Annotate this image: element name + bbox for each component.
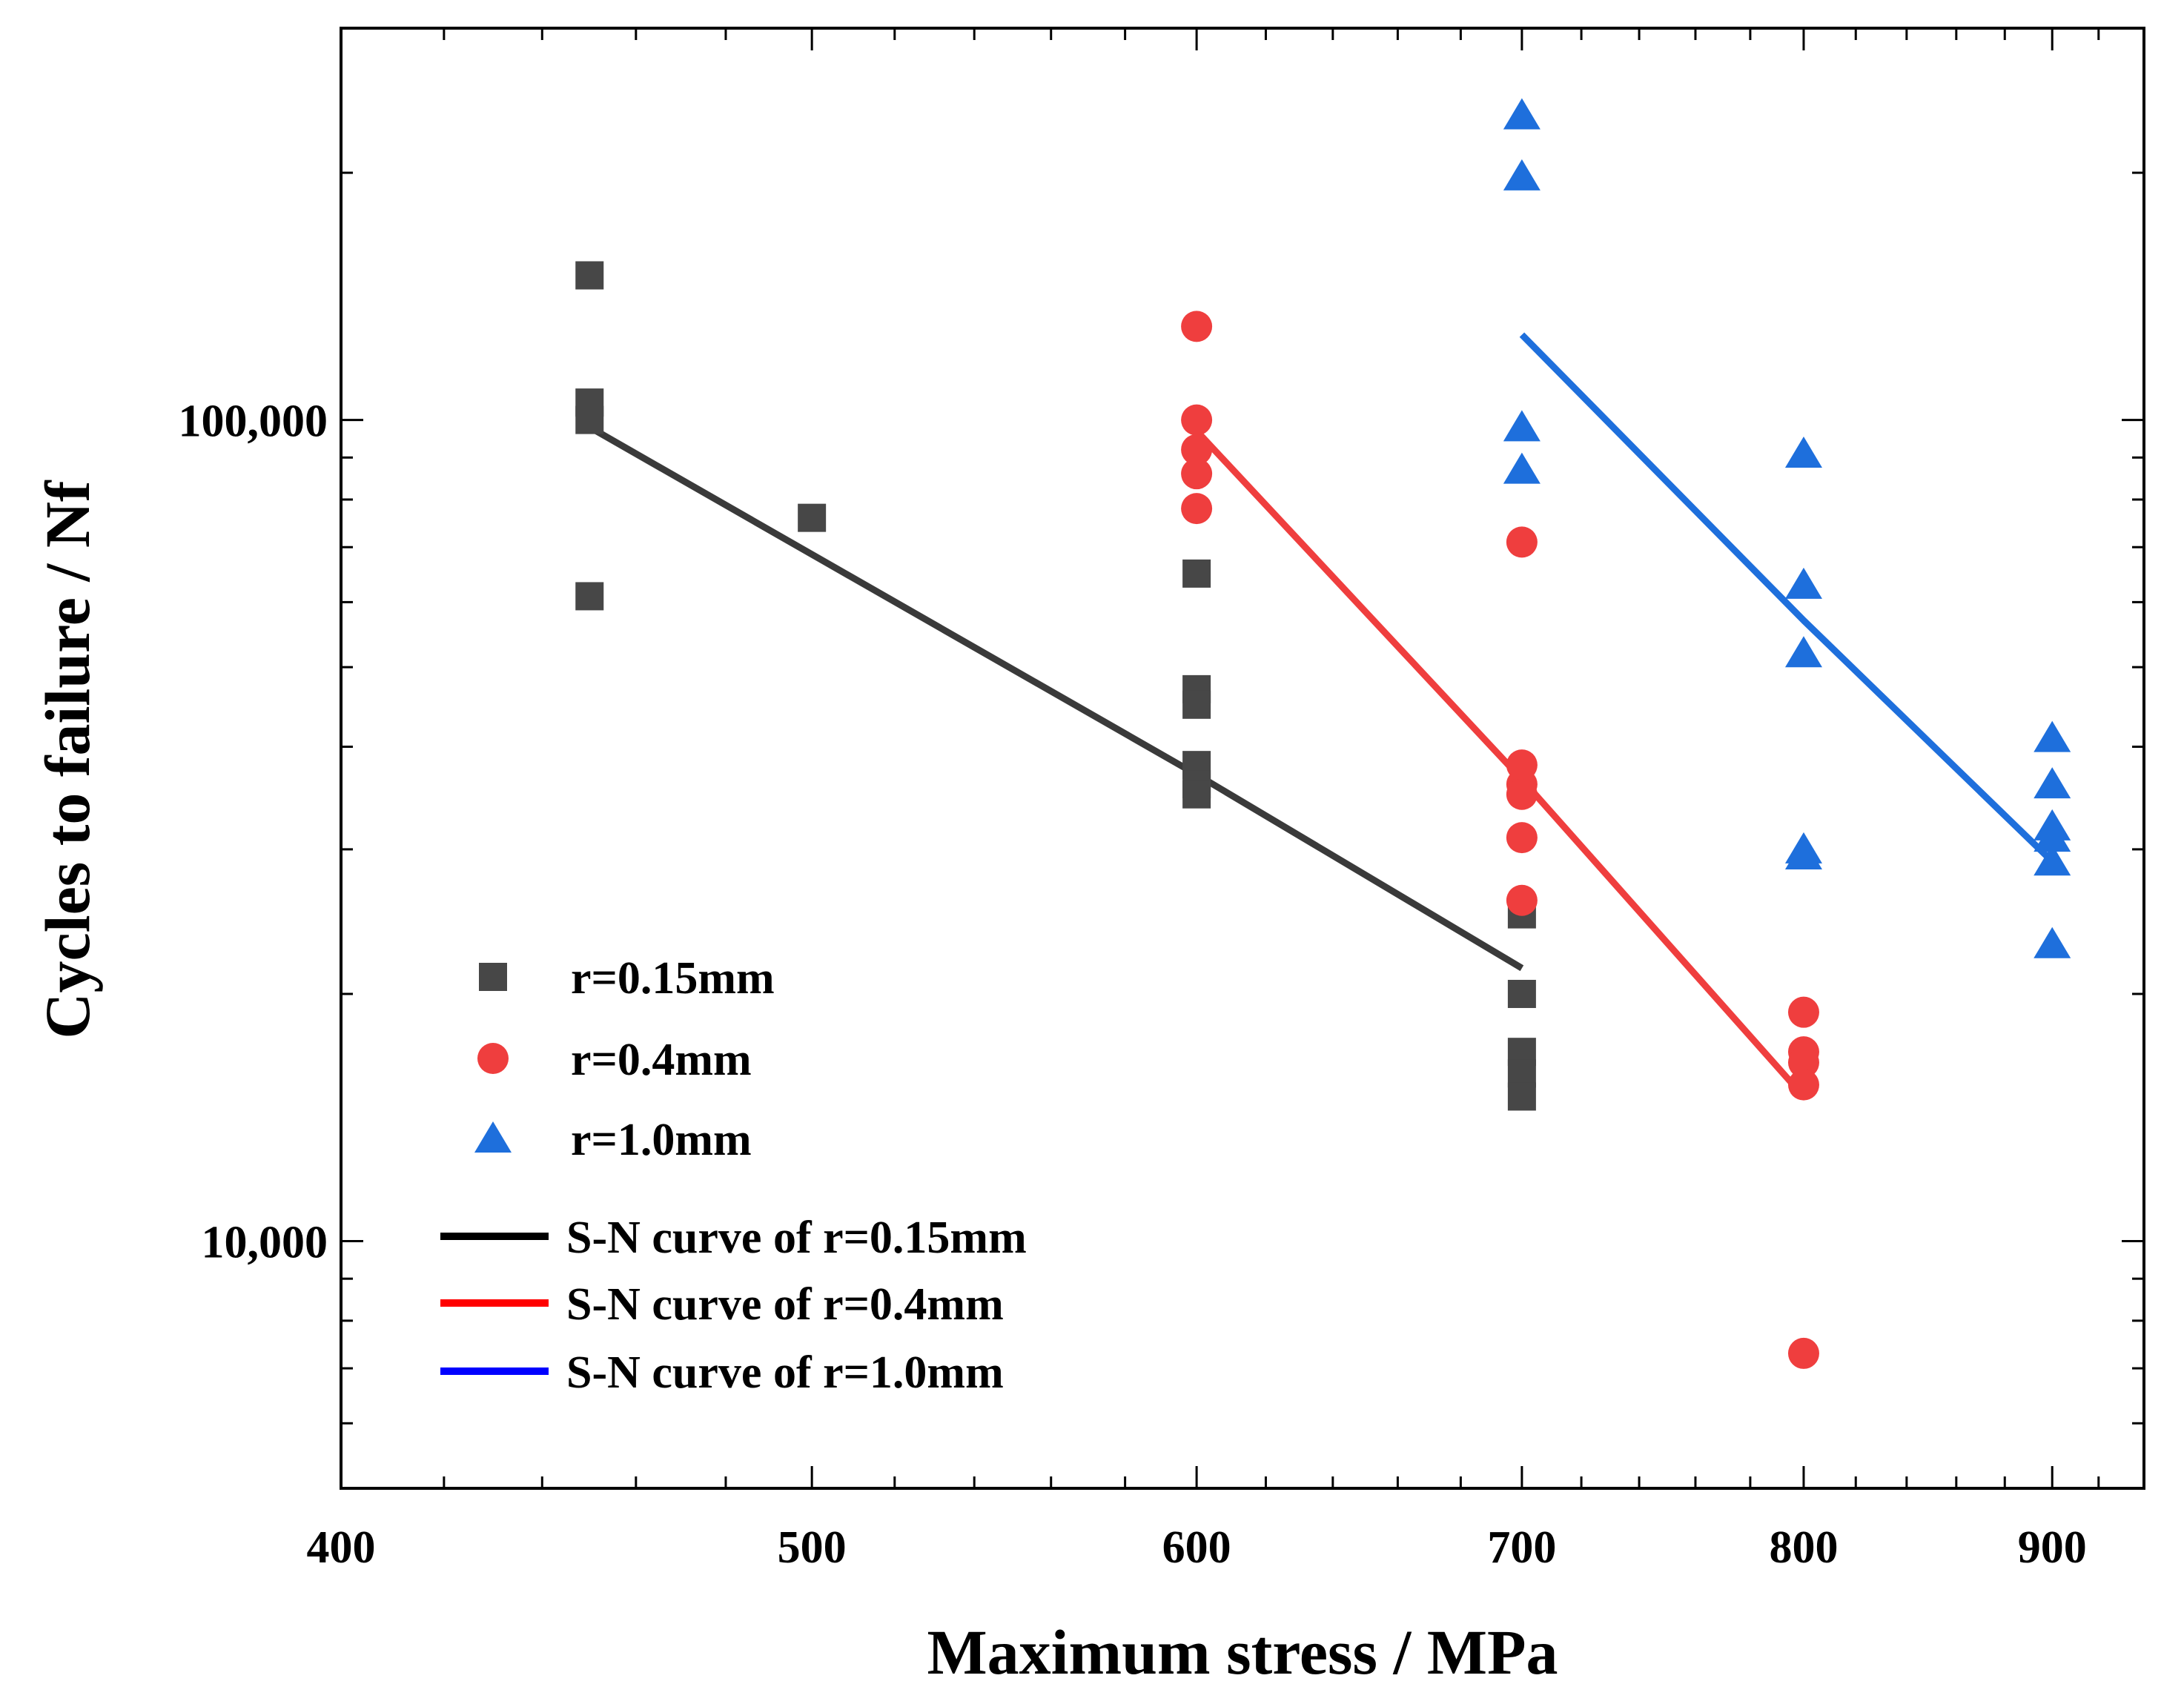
data-point — [1182, 559, 1211, 588]
legend-label: r=1.0mm — [571, 1115, 752, 1165]
sn-curve-line — [588, 424, 1524, 972]
legend: r=0.15mm r=0.4mm r=1.0mm S-N curve of r=0.1… — [440, 953, 1027, 1398]
x-tick-label: 700 — [1487, 1522, 1556, 1573]
data-point — [1181, 434, 1213, 465]
data-point — [2034, 926, 2071, 958]
data-point — [1181, 493, 1213, 525]
data-point — [1784, 567, 1822, 599]
sn-curve-line — [1519, 332, 2055, 864]
data-point — [1784, 436, 1822, 468]
x-tick-label: 500 — [778, 1522, 847, 1573]
x-axis-title: Maximum stress / MPa — [927, 1617, 1558, 1688]
data-point — [1181, 404, 1213, 436]
data-point — [575, 582, 604, 611]
legend-marker — [479, 963, 507, 991]
plot-area-frame — [340, 27, 2145, 1490]
x-tick-label: 900 — [2018, 1522, 2087, 1573]
data-point — [2034, 844, 2071, 876]
data-point — [1787, 996, 1819, 1028]
data-point — [1787, 1047, 1819, 1078]
data-markers — [575, 98, 2071, 1369]
data-point — [1181, 311, 1213, 342]
sn-curve-lines — [588, 332, 2055, 1099]
axis-ticks — [340, 27, 2145, 1490]
data-point — [1506, 526, 1538, 558]
data-point — [575, 261, 604, 290]
data-point — [1784, 636, 1822, 668]
legend-marker — [474, 1121, 512, 1153]
legend-marker — [477, 1043, 509, 1074]
data-point — [2034, 720, 2071, 752]
data-point — [798, 503, 827, 532]
y-tick-label: 10,000 — [202, 1217, 328, 1267]
x-tick-label: 400 — [307, 1522, 376, 1573]
data-point — [1182, 690, 1211, 719]
data-point — [1784, 838, 1822, 869]
data-point — [1506, 822, 1538, 854]
data-point — [1181, 458, 1213, 490]
data-point — [1506, 884, 1538, 916]
data-point — [1182, 780, 1211, 809]
data-point — [575, 405, 604, 434]
data-point — [1787, 1069, 1819, 1101]
x-tick-label: 600 — [1162, 1522, 1231, 1573]
legend-label: r=0.15mm — [571, 953, 775, 1004]
data-point — [1507, 1082, 1536, 1111]
y-axis-title: Cycles to failure / Nf — [32, 480, 103, 1038]
data-point — [2034, 767, 2071, 799]
data-point — [1507, 979, 1536, 1008]
legend-label: r=0.4mm — [571, 1035, 752, 1085]
data-point — [2034, 820, 2071, 852]
legend-label: S-N curve of r=0.4mm — [566, 1279, 1004, 1330]
y-tick-label: 100,000 — [179, 397, 328, 447]
data-point — [1503, 159, 1541, 190]
data-point — [1503, 452, 1541, 484]
data-point — [1787, 1337, 1819, 1369]
data-point — [1503, 98, 1541, 130]
axis-tick-labels: 400 500 600 700 800 900 10,000 100,000 — [179, 397, 2087, 1573]
x-tick-label: 800 — [1769, 1522, 1838, 1573]
legend-label: S-N curve of r=1.0mm — [566, 1347, 1004, 1398]
data-point — [1503, 410, 1541, 442]
data-point — [1506, 778, 1538, 810]
legend-label: S-N curve of r=0.15mm — [566, 1213, 1027, 1263]
